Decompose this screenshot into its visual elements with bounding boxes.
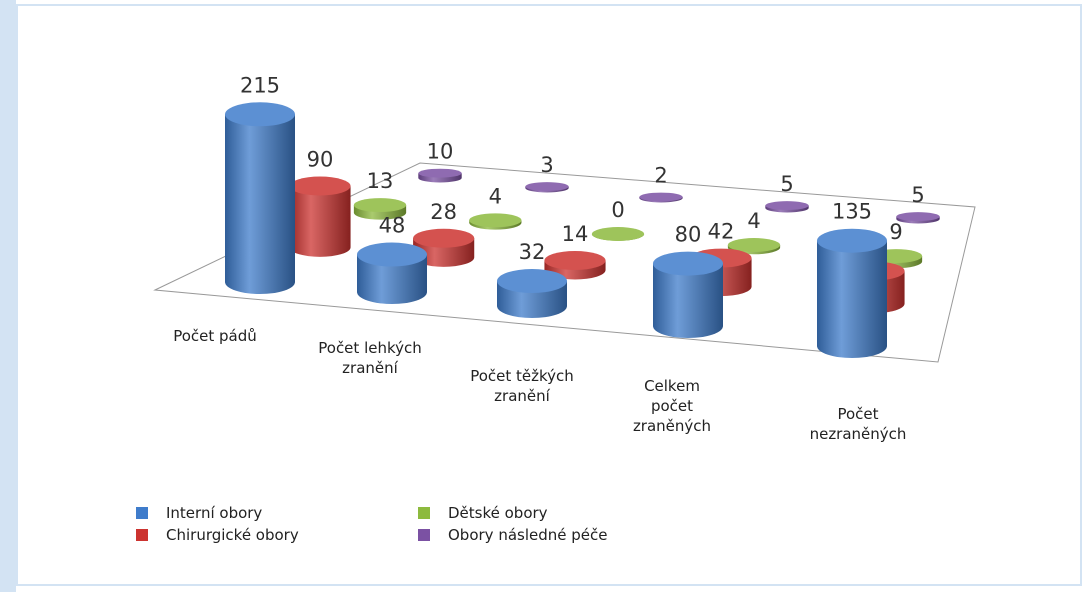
cylinder <box>469 213 522 230</box>
cylinder-body <box>357 254 427 304</box>
value-label: 0 <box>611 198 624 222</box>
cylinder-top <box>653 251 723 276</box>
cylinder <box>544 250 606 280</box>
cylinder-top <box>357 242 427 267</box>
legend-item: Interní obory <box>136 504 262 522</box>
cylinder <box>497 269 567 318</box>
cylinder-body <box>817 240 887 358</box>
cylinder <box>413 228 475 267</box>
value-label: 4 <box>747 209 760 233</box>
cylinder <box>353 198 407 220</box>
value-label: 215 <box>240 73 280 97</box>
category-label: Celkem počet zraněných <box>632 377 712 435</box>
value-label: 5 <box>911 183 924 207</box>
cylinder-body <box>225 114 295 294</box>
cylinder-top <box>469 213 522 228</box>
cylinder <box>591 227 645 241</box>
value-label: 10 <box>427 140 454 164</box>
value-label: 42 <box>708 220 735 244</box>
legend-label: Chirurgické obory <box>166 526 299 544</box>
cylinder <box>896 212 940 224</box>
side-stripe <box>0 0 16 592</box>
legend-label: Dětské obory <box>448 504 548 522</box>
value-label: 90 <box>307 148 334 172</box>
cylinder-top <box>591 227 645 241</box>
category-label: Počet těžkých zranění <box>470 367 574 405</box>
legend-item: Chirurgické obory <box>136 526 299 544</box>
cylinder-top <box>497 269 567 294</box>
cylinder-body <box>289 186 351 257</box>
cylinder <box>639 192 683 203</box>
cylinder-top <box>413 228 475 248</box>
legend-label: Obory následné péče <box>448 526 608 544</box>
category-label: Počet lehkých zranění <box>318 339 422 377</box>
value-label: 13 <box>367 169 394 193</box>
cylinder-top <box>727 238 781 252</box>
cylinder-top <box>225 102 295 127</box>
legend-swatch <box>418 529 430 541</box>
cylinder-body <box>653 263 723 338</box>
cylinder <box>225 102 295 294</box>
cylinder-top <box>353 198 407 213</box>
cylinder <box>817 228 887 358</box>
value-label: 48 <box>379 214 406 238</box>
value-label: 3 <box>540 153 553 177</box>
cylinder <box>765 201 809 213</box>
cylinder <box>418 168 462 183</box>
legend-swatch <box>136 529 148 541</box>
cylinder-top <box>896 212 940 222</box>
value-label: 32 <box>519 240 546 264</box>
value-label: 28 <box>430 200 457 224</box>
value-label: 135 <box>832 200 872 224</box>
cylinder <box>357 242 427 304</box>
value-label: 5 <box>780 172 793 196</box>
value-label: 9 <box>889 220 902 244</box>
frame <box>16 4 1082 586</box>
legend-label: Interní obory <box>166 504 263 522</box>
cylinder-top <box>289 176 351 196</box>
cylinder <box>289 176 351 257</box>
cylinder <box>525 182 569 193</box>
cylinder <box>653 251 723 338</box>
cylinder-top <box>639 192 683 202</box>
legend-item: Dětské obory <box>418 504 548 522</box>
category-label: Počet pádů <box>173 327 257 345</box>
legend-swatch <box>418 507 430 519</box>
value-label: 4 <box>489 184 502 208</box>
cylinder-top <box>817 228 887 253</box>
value-label: 2 <box>654 164 667 188</box>
cylinder-top <box>765 201 809 211</box>
value-label: 80 <box>675 223 702 247</box>
value-label: 14 <box>562 222 589 246</box>
legend-swatch <box>136 507 148 519</box>
cylinder-top <box>525 182 569 191</box>
legend-item: Obory následné péče <box>418 526 607 544</box>
cylinder-top <box>544 250 606 270</box>
cylinder-top <box>418 168 462 178</box>
category-label: Počet nezraněných <box>809 405 907 443</box>
